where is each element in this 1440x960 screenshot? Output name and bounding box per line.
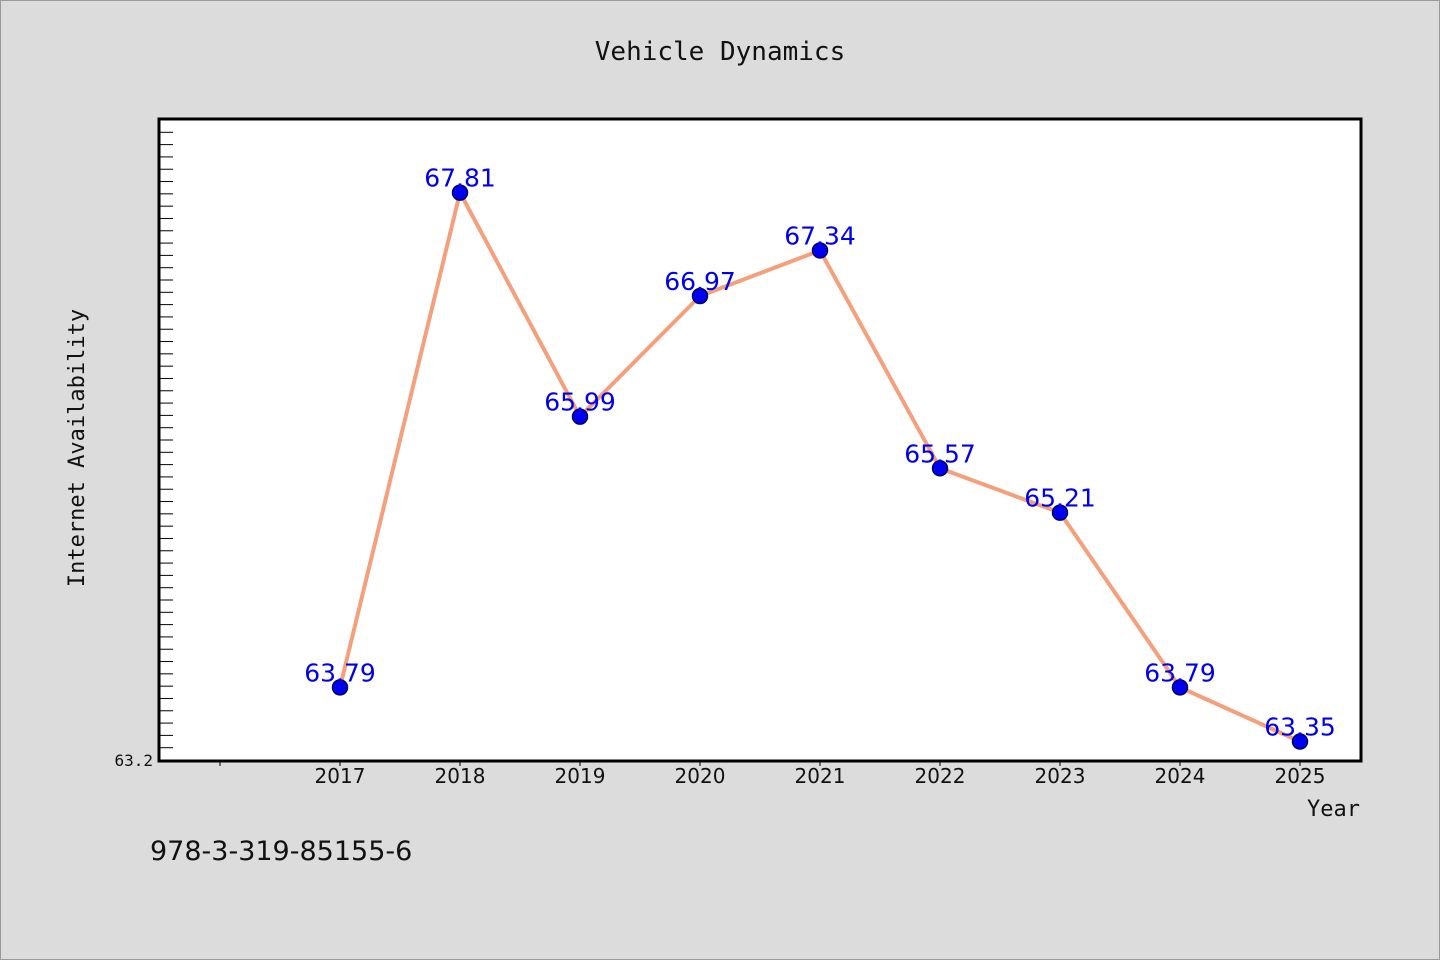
data-label: 63.79 [1144, 658, 1216, 687]
x-tick-label: 2023 [1035, 764, 1086, 788]
data-label: 65.99 [544, 388, 616, 417]
series-layer: 63.79 67.81 65.99 66.97 67.34 65.57 65.21 63.79… [304, 164, 1336, 750]
x-tick-label: 2025 [1275, 764, 1326, 788]
data-point [811, 242, 829, 259]
x-tick-label: 2019 [555, 764, 606, 788]
chart-title: Vehicle Dynamics [595, 37, 845, 67]
x-tick-label: 2021 [795, 764, 846, 788]
footer-code: 978-3-319-85155-6 [150, 836, 413, 867]
data-label: 63.79 [304, 658, 376, 687]
data-label: 65.57 [904, 439, 976, 468]
data-point [1051, 504, 1069, 521]
data-point [931, 460, 949, 477]
data-label: 67.34 [784, 221, 856, 250]
y-axis-label: Internet Availability [65, 309, 90, 587]
data-label: 67.81 [424, 164, 496, 193]
data-point [451, 184, 469, 201]
data-point [1171, 679, 1189, 696]
y-axis-ticks [160, 131, 173, 749]
x-axis-label: Year [1307, 797, 1360, 822]
x-tick-label: 2024 [1155, 764, 1206, 788]
data-label: 65.21 [1024, 484, 1096, 513]
x-tick-label: 2017 [315, 764, 366, 788]
data-label: 66.97 [664, 267, 736, 296]
plot-area [157, 117, 1363, 763]
x-tick-label: 2020 [675, 764, 726, 788]
y-tick-label: 63.2 [114, 751, 153, 770]
data-point [691, 287, 709, 305]
data-point [331, 679, 349, 696]
data-point [571, 408, 589, 425]
x-tick-label: 2022 [915, 764, 966, 788]
x-tick-label: 2018 [435, 764, 486, 788]
data-label: 63.35 [1264, 713, 1336, 742]
data-point [1291, 733, 1309, 750]
x-tick-labels: 2017 2018 2019 2020 2021 2022 2023 2024 2025 [315, 764, 1326, 788]
x-axis-ticks [219, 760, 1301, 766]
